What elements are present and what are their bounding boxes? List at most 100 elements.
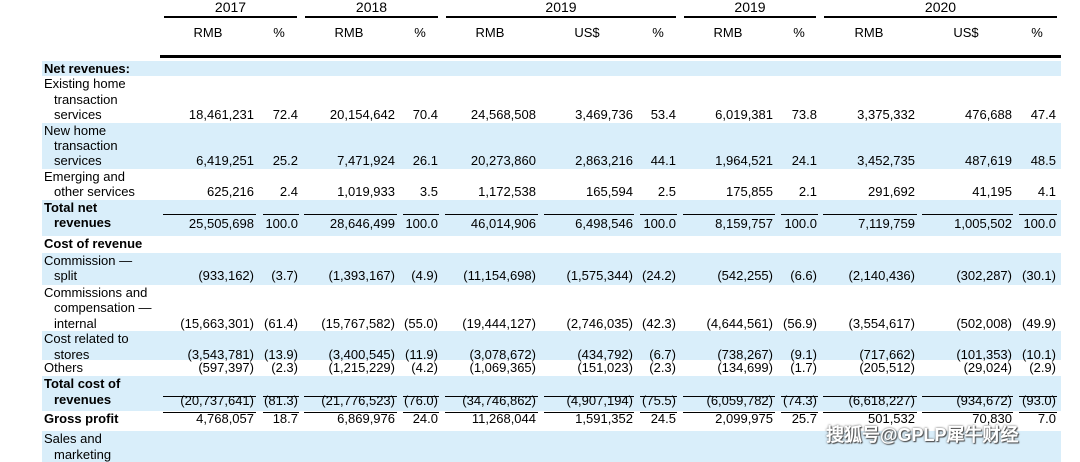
table-cell: 20,154,642 — [329, 107, 395, 123]
table-cell: 4,768,057 — [196, 411, 254, 427]
total-underline — [1019, 412, 1057, 413]
table-cell: (434,792) — [577, 346, 633, 362]
row-label-line: revenues — [54, 391, 112, 407]
table-cell: 6,419,251 — [196, 153, 254, 169]
table-cell: 28,646,499 — [329, 216, 395, 231]
total-underline — [640, 412, 677, 413]
table-cell: (1,575,344) — [566, 268, 634, 284]
table-cell: (738,267) — [717, 346, 773, 362]
table-cell: 625,216 — [207, 184, 254, 200]
table-cell: (302,287) — [956, 268, 1012, 284]
total-underline — [445, 213, 538, 215]
total-underline — [544, 213, 634, 215]
total-underline — [683, 396, 775, 397]
table-cell: (3,543,781) — [187, 346, 255, 362]
column-header: % — [652, 25, 664, 40]
table-cell: (56.9) — [783, 315, 817, 331]
table-cell: (205,512) — [859, 360, 915, 376]
table-cell: 25.2 — [272, 153, 298, 169]
table-cell: 3.5 — [419, 184, 438, 200]
table-cell: (11.9) — [405, 346, 438, 362]
row-label-line: Emerging and — [44, 168, 125, 184]
row-label: Cost related to stores — [44, 331, 129, 362]
column-header: US$ — [574, 25, 600, 40]
table-cell: 100.0 — [643, 216, 676, 231]
table-cell: 165,594 — [586, 184, 633, 200]
table-cell: 2,863,216 — [575, 153, 633, 169]
table-cell: 2.4 — [279, 184, 298, 200]
total-underline — [403, 213, 439, 215]
row-label: New home transaction services — [44, 123, 118, 169]
table-cell: 7.0 — [1037, 411, 1056, 427]
column-header: % — [1031, 25, 1043, 40]
table-cell: 1,591,352 — [575, 411, 633, 427]
row-label-line: services — [54, 107, 102, 123]
row-label-line: Net revenues: — [44, 61, 130, 76]
row-label-line: internal — [54, 315, 97, 331]
table-cell: 41,195 — [972, 184, 1012, 200]
total-underline — [445, 396, 538, 397]
table-cell: (42.3) — [642, 315, 676, 331]
row-label-line: marketing — [54, 446, 112, 462]
year-header: 2018 — [355, 0, 388, 15]
table-cell: 11,268,044 — [471, 411, 536, 427]
row-label-line: transaction — [54, 91, 118, 107]
row-label-line: Commissions and — [44, 285, 148, 300]
row-label-line: other services — [54, 184, 135, 200]
table-cell: (1,393,167) — [328, 268, 396, 284]
row-band — [42, 122, 1061, 169]
total-underline — [823, 412, 917, 413]
table-cell: (1,215,229) — [328, 360, 396, 376]
table-cell: (717,662) — [859, 346, 915, 362]
table-cell: (30.1) — [1022, 268, 1056, 284]
column-header: % — [414, 25, 426, 40]
row-label: Existing home transaction services — [44, 76, 126, 122]
row-label: Sales and marketing — [44, 431, 111, 462]
table-cell: 70.4 — [412, 107, 438, 123]
row-label-line: revenues — [54, 215, 112, 230]
table-cell: 46,014,906 — [470, 216, 536, 231]
row-label: Cost of revenue — [44, 236, 142, 251]
table-cell: 18.7 — [272, 411, 298, 427]
row-label: Total cost of revenues — [44, 376, 120, 407]
table-cell: 100.0 — [784, 216, 817, 231]
year-header: 2017 — [214, 0, 247, 15]
table-cell: 3,375,332 — [857, 107, 915, 123]
table-cell: (81.3) — [264, 392, 298, 408]
table-cell: (1,069,365) — [469, 360, 537, 376]
table-cell: 3,452,735 — [857, 153, 915, 169]
total-underline — [922, 213, 1013, 215]
row-label-line: Total net — [44, 199, 98, 215]
total-underline — [544, 412, 634, 413]
total-underline — [304, 396, 397, 397]
table-cell: 20,273,860 — [470, 153, 536, 169]
table-cell: 6,019,381 — [715, 107, 773, 123]
row-band — [42, 199, 1061, 236]
table-cell: 1,019,933 — [337, 184, 395, 200]
row-label: Commissions and compensation — internal — [44, 285, 152, 331]
table-cell: (151,023) — [577, 360, 633, 376]
table-cell: (24.2) — [642, 268, 676, 284]
total-underline — [304, 213, 397, 215]
table-cell: 24.1 — [791, 153, 817, 169]
total-underline — [823, 213, 917, 215]
table-cell: 26.1 — [412, 153, 438, 169]
table-cell: 1,005,502 — [954, 216, 1012, 231]
table-cell: 6,869,976 — [337, 411, 395, 427]
table-cell: (75.5) — [642, 392, 676, 408]
total-underline — [781, 213, 818, 215]
total-underline — [1019, 396, 1057, 397]
table-cell: (34,746,862) — [462, 392, 536, 408]
table-cell: 8,159,757 — [715, 216, 773, 231]
table-cell: 25.7 — [791, 411, 817, 427]
table-cell: (134,699) — [717, 360, 773, 376]
table-cell: 47.4 — [1030, 107, 1056, 123]
table-cell: 1,172,538 — [478, 184, 536, 200]
table-cell: 2.1 — [798, 184, 817, 200]
table-cell: (4.2) — [411, 360, 438, 376]
table-cell: (4,644,561) — [706, 315, 774, 331]
row-band — [42, 253, 1061, 285]
total-underline — [263, 396, 299, 397]
table-cell: (9.1) — [790, 346, 817, 362]
table-cell: (3,078,672) — [469, 346, 537, 362]
